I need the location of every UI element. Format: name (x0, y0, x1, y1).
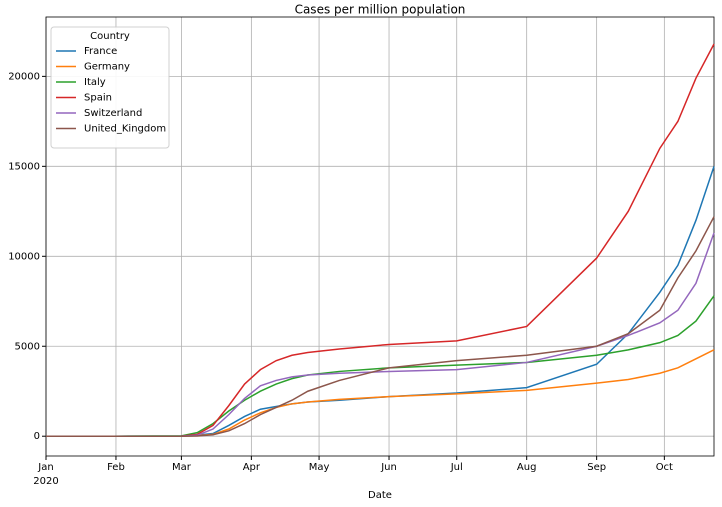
y-tick-label: 0 (34, 431, 40, 442)
x-axis-label: Date (368, 490, 392, 501)
legend-label: Italy (84, 77, 106, 88)
legend-label: Germany (84, 62, 130, 73)
series-line (46, 232, 715, 437)
x-tick-label: Jan (37, 462, 53, 473)
x-tick-label: Mar (172, 462, 192, 473)
y-tick-label: 15000 (8, 161, 40, 172)
y-tick-label: 5000 (15, 341, 40, 352)
y-tick-label: 10000 (8, 251, 40, 262)
legend-label: Spain (84, 93, 112, 104)
x-year-label: 2020 (33, 476, 58, 487)
legend-label: Switzerland (84, 108, 142, 119)
legend-title: Country (90, 31, 130, 42)
x-tick-label: Feb (107, 462, 125, 473)
x-tick-label: Apr (243, 462, 261, 473)
x-tick-label: Sep (587, 462, 606, 473)
series-line (46, 295, 715, 437)
legend-label: United_Kingdom (84, 124, 166, 135)
legend-label: France (84, 46, 117, 57)
y-tick-label: 20000 (8, 71, 40, 82)
x-tick-label: Aug (517, 462, 537, 473)
series-line (46, 349, 715, 437)
chart-title: Cases per million population (295, 3, 466, 17)
x-tick-label: Oct (656, 462, 673, 473)
series-line (46, 216, 715, 437)
series-line (46, 43, 715, 437)
x-tick-label: Jun (380, 462, 397, 473)
legend-box (50, 26, 170, 149)
series-line (46, 166, 715, 437)
x-tick-label: Jul (450, 462, 463, 473)
plot-frame (45, 16, 715, 457)
x-tick-label: May (309, 462, 330, 473)
